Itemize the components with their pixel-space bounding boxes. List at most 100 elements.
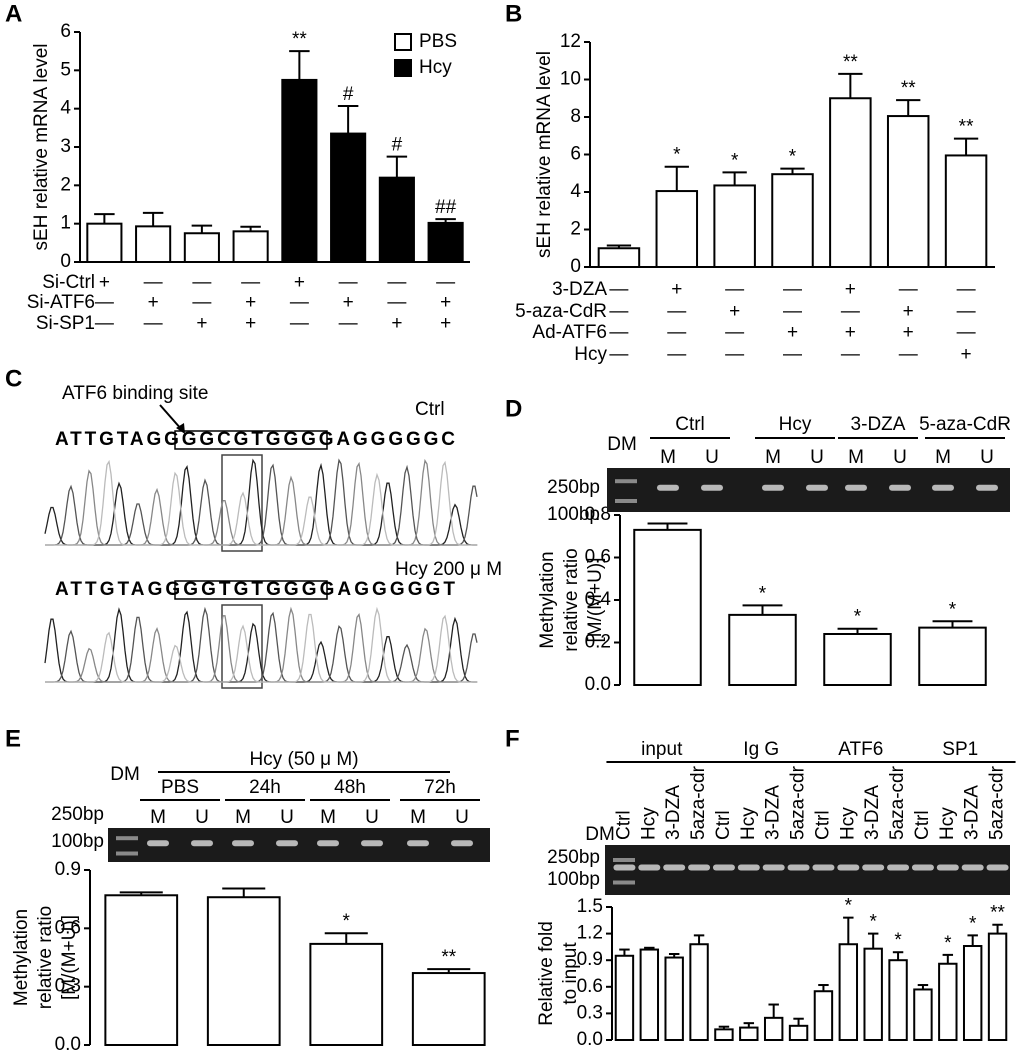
y-tick-label: 3 [60,136,71,157]
ladder-band [116,836,138,841]
condition-label: Si-Ctrl [42,272,95,293]
bar [763,1016,784,1041]
significance: ** [990,903,1005,924]
condition-mark: — [725,279,744,300]
condition-mark: + [845,322,856,343]
bar [633,528,702,686]
significance: ** [292,29,307,50]
gel-marker: DM [110,764,140,785]
lane-label: U [365,807,379,828]
group-label: SP1 [942,739,978,760]
y-axis-label: [M/(M+U)] [59,915,80,1000]
bar [86,222,123,264]
lane-label: M [660,447,676,468]
lane-label: U [893,447,907,468]
y-tick-label: 0.6 [585,547,611,568]
lane-label: Ctrl [812,810,833,840]
legend-label: Hcy [419,57,452,78]
size-label: 250bp [51,804,104,825]
gel-marker: DM [607,434,637,455]
significance: * [869,912,877,933]
y-tick-label: 12 [560,31,581,52]
gel-band [232,840,254,847]
condition-mark: + [729,301,740,322]
lane-label: Ctrl [713,810,734,840]
gel-band [887,864,910,871]
bar [664,956,684,1041]
bar [309,942,384,1047]
y-tick-label: 6 [60,21,71,42]
y-tick-label: 0.0 [55,1034,81,1050]
gel-band [932,484,954,491]
y-tick-label: 0 [570,256,581,277]
legend-swatch [394,59,412,77]
condition-label: 5-aza-CdR [515,301,607,322]
bar [183,232,220,263]
gel-band [712,864,735,871]
condition-mark: + [245,292,256,313]
y-axis-label: sEH relative mRNA level [31,44,52,251]
lane-label: M [320,807,336,828]
trace-name: Hcy 200 μ M [395,559,502,580]
y-tick-label: 2 [570,219,581,240]
lane-label: U [980,447,994,468]
condition-mark: — [192,272,211,293]
y-tick-label: 0.0 [577,1029,603,1050]
base-box [221,604,263,689]
bar [918,626,987,686]
y-tick-label: 0.6 [55,917,81,938]
site-label: ATF6 binding site [62,383,208,404]
group-label: ATF6 [838,739,883,760]
y-tick-label: 0.4 [585,589,612,610]
lane-label: Ctrl [912,810,933,840]
condition-label: Si-SP1 [36,313,95,334]
gel-band [986,864,1009,871]
group-label: input [641,739,683,760]
y-tick-label: 2 [60,174,71,195]
group-label: Ctrl [675,414,705,435]
gel-band [976,484,998,491]
bar [281,78,318,263]
bar [886,115,930,268]
site-box [174,580,328,600]
y-tick-label: 1.2 [577,923,603,944]
bar [771,173,814,268]
gel-band [688,864,711,871]
y-tick-label: 0.3 [55,976,81,997]
lane-label: M [150,807,166,828]
significance: * [789,147,797,168]
lane-label: Hcy [738,807,759,840]
condition-mark: — [841,344,860,365]
condition-mark: — [241,272,260,293]
condition-mark: + [245,313,256,334]
legend-swatch [394,33,412,51]
condition-mark: + [903,301,914,322]
lane-label: 3-DZA [763,785,784,840]
ladder-band [613,880,635,885]
group-label: 72h [424,777,456,798]
bar [597,247,641,268]
y-tick-label: 10 [560,69,581,90]
y-tick-label: 0 [60,251,71,272]
gel-band [762,484,784,491]
significance: ** [959,117,974,138]
bar [838,943,859,1041]
panel-label: F [505,725,520,752]
condition-mark: — [667,344,686,365]
condition-mark: + [961,344,972,365]
lane-label: Hcy [937,807,958,840]
gel-band [845,484,867,491]
significance: ## [435,197,457,218]
condition-mark: + [196,313,207,334]
bar [378,176,415,264]
group-label: Hcy [779,414,812,435]
condition-mark: — [783,301,802,322]
lane-label: Hcy [837,807,858,840]
condition-mark: + [671,279,682,300]
condition-mark: — [144,313,163,334]
gel-band [276,840,298,847]
size-label: 100bp [51,831,104,852]
ladder-band [116,851,138,856]
